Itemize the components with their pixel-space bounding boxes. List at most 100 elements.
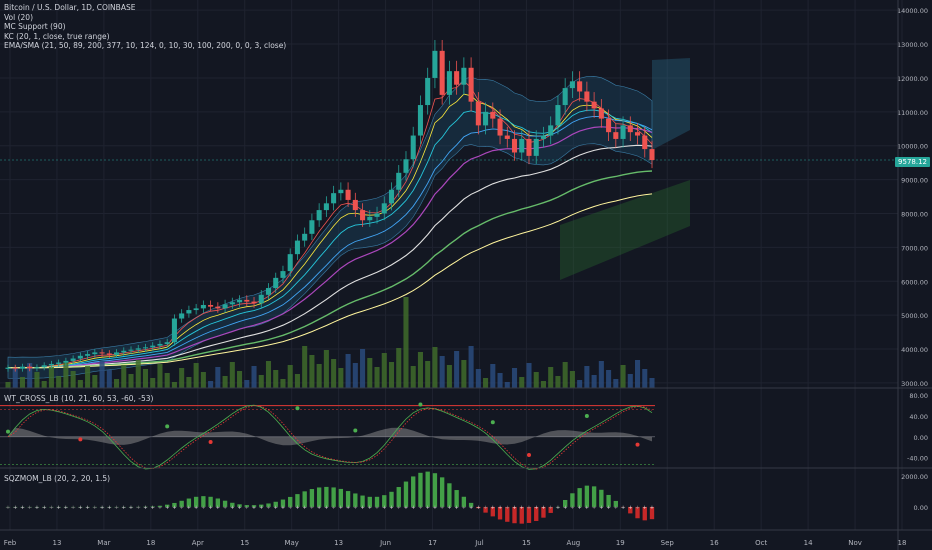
sqz-bar xyxy=(49,506,54,508)
date-tick-label: Sep xyxy=(661,539,675,547)
sqz-cross: + xyxy=(324,505,328,511)
candle-body xyxy=(186,310,192,314)
sqz-bar xyxy=(288,496,293,507)
sqz-cross: + xyxy=(411,505,415,511)
volume-bar xyxy=(649,378,655,388)
price-tick-label: 13000.00 xyxy=(897,41,928,49)
candle-body xyxy=(425,77,431,106)
sqz-bar xyxy=(635,506,640,519)
last-price-tag: 9578.12 xyxy=(895,157,930,167)
volume-bar xyxy=(634,360,641,388)
volume-bar xyxy=(179,368,185,388)
volume-bar xyxy=(41,381,47,388)
sqz-bar xyxy=(295,494,300,507)
sqz-bar xyxy=(157,505,163,507)
candle-body xyxy=(577,81,583,92)
price-tick-label: 9000.00 xyxy=(901,177,928,185)
sqz-bar xyxy=(215,498,221,507)
sqz-bar xyxy=(273,501,278,507)
volume-bar xyxy=(338,368,344,388)
candle-body xyxy=(92,352,98,355)
volume-bar xyxy=(432,347,438,388)
volume-bar xyxy=(77,380,83,388)
sqz-bar xyxy=(649,506,655,520)
sqz-cross: + xyxy=(556,505,560,511)
sqz-cross: + xyxy=(201,505,205,511)
price-tick-label: 3000.00 xyxy=(901,380,928,388)
volume-bar xyxy=(244,380,250,388)
sqz-bar xyxy=(490,506,495,517)
date-tick-label: Jul xyxy=(474,539,484,547)
candle-body xyxy=(627,125,633,133)
candle-body xyxy=(56,362,62,364)
sqz-cross: + xyxy=(20,505,24,511)
sqz-bar xyxy=(172,502,177,507)
candle-body xyxy=(360,210,366,221)
candle-body xyxy=(142,347,149,349)
volume-bar xyxy=(446,365,452,388)
sqz-cross: + xyxy=(643,505,647,511)
date-tick-label: 13 xyxy=(334,539,343,547)
wt-pane-label[interactable]: WT_CROSS_LB (10, 21, 60, 53, -60, -53) xyxy=(4,394,154,403)
sqz-bar xyxy=(591,486,597,507)
candle-body xyxy=(410,135,416,160)
volume-bar xyxy=(34,372,40,388)
sqz-cross: + xyxy=(187,505,191,511)
sqz-cross: + xyxy=(418,505,422,511)
date-tick-label: Oct xyxy=(755,539,767,547)
volume-bar xyxy=(577,380,583,388)
candle-body xyxy=(345,189,351,200)
candle-body xyxy=(511,138,518,153)
candle-body xyxy=(215,306,221,309)
wt-cross-dot xyxy=(165,424,170,429)
candle-body xyxy=(526,138,532,156)
sqz-bar xyxy=(476,506,481,509)
sqz-bar xyxy=(454,490,459,507)
sqz-bar xyxy=(382,495,387,507)
sqz-cross: + xyxy=(397,505,401,511)
sqz-bar xyxy=(114,506,119,508)
sqz-cross: + xyxy=(252,505,256,511)
sqz-cross: + xyxy=(360,505,364,511)
candle-body xyxy=(634,132,641,136)
volume-bar xyxy=(114,379,120,388)
candle-body xyxy=(222,304,228,309)
sqz-bar xyxy=(92,506,98,508)
sqz-cross: + xyxy=(339,505,343,511)
sqz-cross: + xyxy=(274,505,278,511)
candle-body xyxy=(562,88,568,106)
candle-body xyxy=(439,50,445,95)
candle-body xyxy=(244,299,250,302)
candles xyxy=(5,39,655,372)
candle-body xyxy=(128,349,134,351)
sqz-cross: + xyxy=(527,505,531,511)
sqz-bar xyxy=(411,476,416,507)
date-tick-label: 18 xyxy=(146,539,155,547)
volume-bar xyxy=(135,360,141,388)
sqz-cross: + xyxy=(332,505,336,511)
sqz-cross: + xyxy=(549,505,553,511)
price-tick-label: 11000.00 xyxy=(897,109,928,117)
volume-bar xyxy=(381,353,387,388)
sqz-cross: + xyxy=(281,505,285,511)
sqz-bar xyxy=(526,506,532,523)
sqz-cross: + xyxy=(368,505,372,511)
sqz-bar xyxy=(201,496,206,507)
sqz-pane-label[interactable]: SQZMOM_LB (20, 2, 20, 1.5) xyxy=(4,474,111,483)
volume-bar xyxy=(48,367,54,388)
volume-bar xyxy=(562,362,568,388)
wt-histogram xyxy=(8,427,652,446)
volume-bar xyxy=(439,356,445,388)
sqz-bar xyxy=(461,496,467,507)
candle-body xyxy=(548,125,554,136)
candle-body xyxy=(280,271,286,278)
sqz-bar xyxy=(34,506,40,508)
volume-bar xyxy=(12,368,18,388)
sqz-cross: + xyxy=(483,505,487,511)
candle-body xyxy=(106,353,112,355)
sqz-bar xyxy=(13,506,18,508)
wt1-line xyxy=(7,404,653,470)
sqz-bar xyxy=(208,496,213,507)
volume-bar xyxy=(200,372,206,388)
